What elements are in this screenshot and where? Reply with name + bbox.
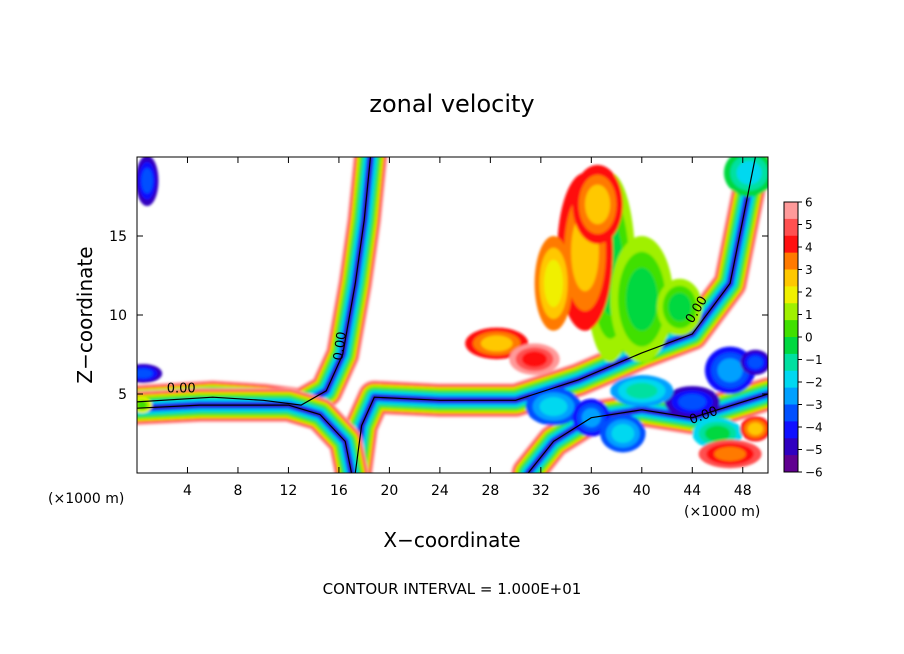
velocity-blob xyxy=(678,394,707,410)
velocity-blob xyxy=(626,267,658,331)
velocity-blob xyxy=(626,382,658,399)
colorbar-swatch xyxy=(784,320,798,338)
colorbar-swatch xyxy=(784,387,798,405)
zero-contour-line xyxy=(354,157,756,473)
velocity-blob xyxy=(137,368,153,379)
colorbar-swatch xyxy=(784,303,798,321)
colorbar-swatch xyxy=(784,353,798,372)
colorbar: 6 5 4 3 2 1 0 −1 −2 −3 −4 −5 −6 xyxy=(783,196,823,480)
x-tick-label: 40 xyxy=(633,483,651,499)
colorbar-swatch xyxy=(784,438,798,456)
velocity-blob xyxy=(704,425,731,442)
x-tick-label: 4 xyxy=(183,483,192,499)
x-tick-label: 36 xyxy=(582,483,600,499)
x-tick-label: 24 xyxy=(431,483,449,499)
y-tick-label: 15 xyxy=(109,229,127,245)
contour-label: 0.00 xyxy=(167,381,196,396)
velocity-blob xyxy=(747,422,764,436)
zero-contour-line xyxy=(527,393,768,473)
colorbar-tick-label: 0 xyxy=(805,331,813,345)
velocity-blob xyxy=(544,259,563,308)
x-tick-label: 20 xyxy=(380,483,398,499)
y-axis-label: Z−coordinate xyxy=(73,246,97,383)
colorbar-swatch xyxy=(784,269,798,287)
x-tick-label: 48 xyxy=(734,483,752,499)
velocity-blob xyxy=(141,168,153,194)
contour-interval-note: CONTOUR INTERVAL = 1.000E+01 xyxy=(323,580,582,598)
x-axis: 4 8 12 16 20 24 28 32 36 40 44 48 xyxy=(183,157,752,499)
colorbar-swatch xyxy=(784,235,798,254)
velocity-blob xyxy=(747,356,764,369)
colorbar-swatch xyxy=(784,404,798,422)
colorbar-tick-label: 2 xyxy=(805,286,813,300)
colorbar-tick-label: −5 xyxy=(805,443,823,457)
colorbar-tick-label: 3 xyxy=(805,263,813,277)
colorbar-swatch xyxy=(784,455,798,473)
y-tick-label: 5 xyxy=(118,387,127,403)
colorbar-swatch xyxy=(784,218,798,237)
y-axis: 5 10 15 xyxy=(109,229,768,403)
colorbar-tick-label: 1 xyxy=(805,308,813,322)
colorbar-tick-label: 4 xyxy=(805,241,813,255)
colorbar-tick-label: 6 xyxy=(805,196,813,210)
velocity-blob xyxy=(717,358,743,383)
contour-label: 0.00 xyxy=(331,331,350,362)
velocity-blob xyxy=(611,424,635,443)
x-unit-right: (×1000 m) xyxy=(684,504,760,520)
colorbar-tick-label: −6 xyxy=(805,466,823,480)
velocity-blob xyxy=(736,160,762,185)
colorbar-tick-label: −4 xyxy=(805,421,823,435)
velocity-blob xyxy=(521,351,548,368)
zero-contour-line xyxy=(137,404,353,473)
velocity-blob xyxy=(480,335,513,352)
colorbar-swatch xyxy=(784,370,798,389)
colorbar-tick-label: −1 xyxy=(805,353,823,367)
x-unit-left: (×1000 m) xyxy=(48,491,124,507)
colorbar-swatch xyxy=(784,337,798,355)
x-tick-label: 44 xyxy=(683,483,701,499)
velocity-blob xyxy=(714,446,746,462)
colorbar-swatch xyxy=(784,202,798,220)
x-tick-label: 8 xyxy=(233,483,242,499)
velocity-blob xyxy=(539,397,568,417)
y-tick-label: 10 xyxy=(109,308,127,324)
colorbar-tick-label: −2 xyxy=(805,376,823,390)
colorbar-tick-label: −3 xyxy=(805,398,823,412)
x-tick-label: 16 xyxy=(330,483,348,499)
x-tick-label: 28 xyxy=(481,483,499,499)
velocity-blob xyxy=(137,401,147,410)
chart-title: zonal velocity xyxy=(369,90,534,118)
colorbar-tick-label: 5 xyxy=(805,218,813,232)
colorbar-swatch xyxy=(784,286,798,304)
contour-lines xyxy=(137,157,768,473)
colorbar-swatch xyxy=(784,421,798,439)
velocity-blob xyxy=(668,292,692,322)
x-tick-label: 32 xyxy=(532,483,550,499)
x-tick-label: 12 xyxy=(280,483,298,499)
zero-contour-line xyxy=(137,157,372,406)
x-axis-label: X−coordinate xyxy=(383,528,520,552)
velocity-blob xyxy=(585,184,611,225)
colorbar-swatch xyxy=(784,252,798,270)
